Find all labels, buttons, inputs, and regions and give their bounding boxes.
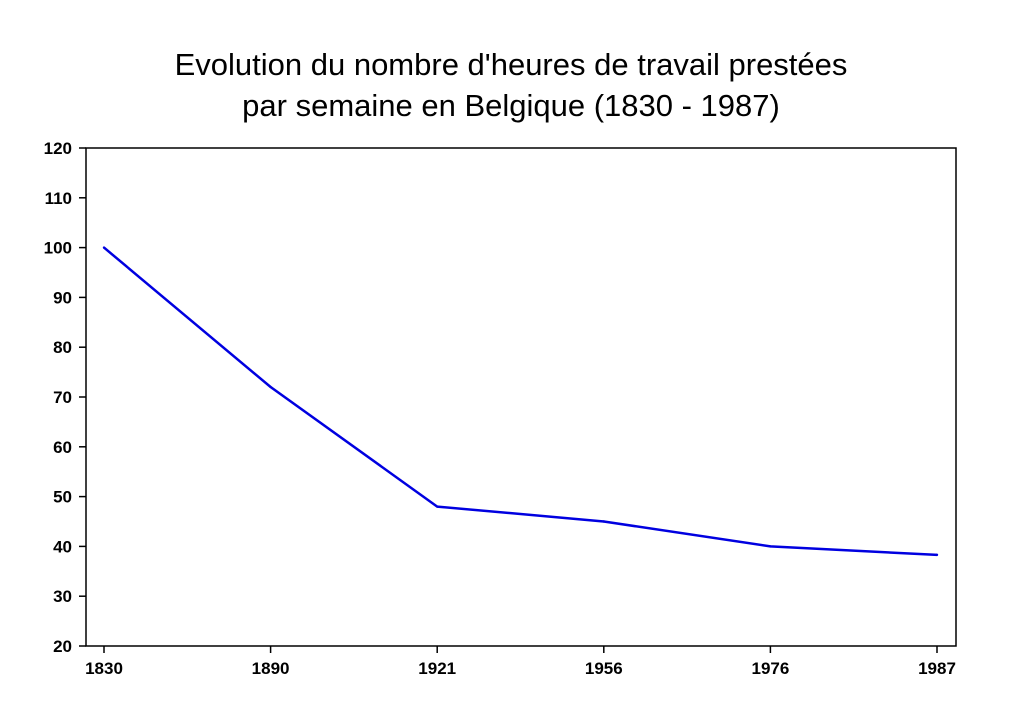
- y-tick-label-90: 90: [53, 288, 72, 307]
- data-point-1956: [602, 520, 605, 523]
- x-tick-label-1890: 1890: [252, 659, 290, 678]
- y-tick-label-100: 100: [44, 239, 72, 258]
- y-tick-label-120: 120: [44, 139, 72, 158]
- y-tick-label-30: 30: [53, 587, 72, 606]
- chart-title-line-1: Evolution du nombre d'heures de travail …: [174, 47, 848, 82]
- x-tick-label-1956: 1956: [585, 659, 623, 678]
- series-layer: [102, 246, 939, 557]
- data-point-1976: [769, 545, 772, 548]
- chart-title-line-2: par semaine en Belgique (1830 - 1987): [242, 88, 780, 123]
- x-axis: 1830 1890 1921 1956 1976 1987: [85, 646, 956, 678]
- x-tick-label-1921: 1921: [418, 659, 456, 678]
- y-tick-label-50: 50: [53, 488, 72, 507]
- x-tick-label-1987: 1987: [918, 659, 956, 678]
- data-point-1890: [269, 385, 272, 389]
- data-point-1987: [935, 553, 939, 557]
- x-tick-label-1830: 1830: [85, 659, 123, 678]
- data-point-1830: [102, 246, 106, 249]
- y-tick-label-110: 110: [45, 189, 72, 208]
- plot-frame: [85, 147, 957, 647]
- chart-title: Evolution du nombre d'heures de travail …: [0, 44, 1022, 126]
- series-line-0: [103, 246, 938, 557]
- x-tick-label-1976: 1976: [751, 659, 789, 678]
- y-tick-label-70: 70: [53, 388, 72, 407]
- data-point-1921: [436, 505, 439, 508]
- y-tick-label-60: 60: [53, 438, 72, 457]
- y-tick-label-80: 80: [53, 338, 72, 357]
- y-tick-label-40: 40: [53, 537, 72, 556]
- y-axis: 20 30 40 50 60 70 80 90 100 110 120: [44, 139, 86, 656]
- y-tick-label-20: 20: [53, 637, 72, 656]
